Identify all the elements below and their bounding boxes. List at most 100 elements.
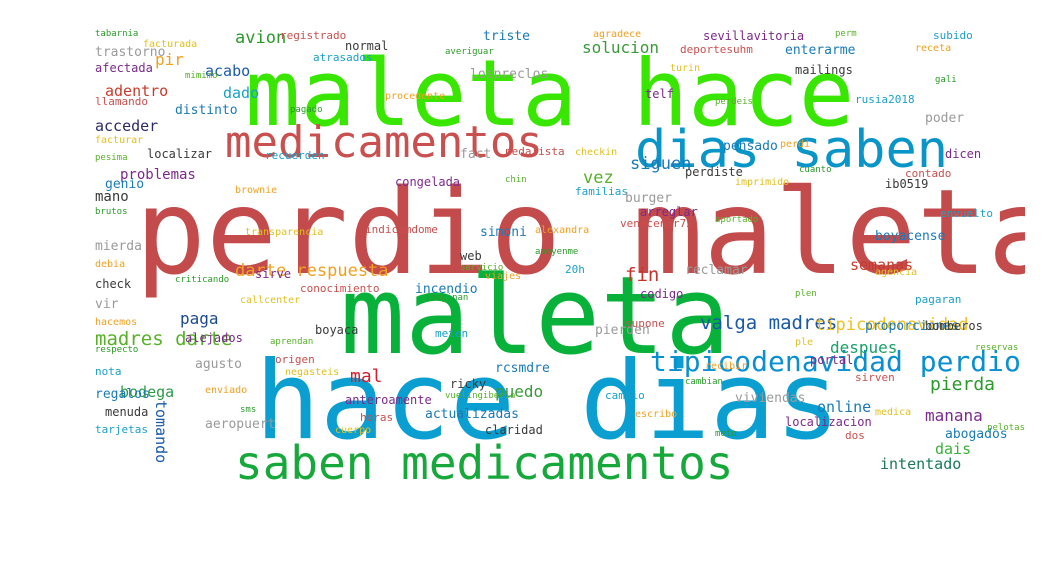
word-regalos: regalos: [95, 387, 150, 402]
word-tipicodenavidad: tipicodenavidad: [815, 315, 969, 335]
word-boyaca: boyaca: [315, 323, 359, 337]
word-sevillavitoria: sevillavitoria: [703, 29, 805, 43]
word-deportesuhm: deportesuhm: [680, 43, 753, 56]
word-criticando: criticando: [175, 275, 230, 285]
word-transparencia: transparencia: [245, 227, 324, 238]
word-cloud: maleta hace perdio maleta maleta hace dias m…: [95, 28, 1025, 498]
word-saben-medicamentos: saben medicamentos: [235, 436, 734, 490]
word-siguen: siguen: [630, 154, 692, 174]
word-abogados: abogados: [945, 427, 1008, 442]
word-debia: debia: [95, 259, 126, 270]
word-rusia2018: rusia2018: [855, 93, 915, 106]
word-facturada: facturada: [143, 39, 198, 50]
word-ricky: ricky: [450, 377, 487, 391]
word-reservas: reservas: [975, 343, 1019, 353]
word-menuda: menuda: [105, 405, 149, 419]
word-portal: portal: [810, 353, 854, 367]
word-supone: supone: [625, 317, 665, 330]
word-venacenar72: venacenar72: [620, 217, 693, 230]
word-boyacense: boyacense: [875, 229, 946, 244]
word-escribo: escribo: [635, 409, 678, 420]
word-cuanto: cuanto: [799, 165, 832, 175]
word-valga-madres: valga madres: [700, 312, 838, 334]
word-semanas: semanas: [850, 256, 914, 274]
word-normal: normal: [345, 39, 389, 53]
word-agencia: agencia: [875, 267, 918, 278]
word-pagaran: pagaran: [915, 293, 962, 306]
word-mierda: mierda: [95, 239, 142, 254]
word-alexandra: alexandra: [535, 225, 590, 236]
word-agradece: agradece: [593, 29, 642, 40]
word-horas: horas: [360, 411, 394, 424]
word-cambian: cambian: [685, 377, 723, 387]
word-agusto: agusto: [195, 357, 242, 372]
word-tarjetas: tarjetas: [95, 423, 148, 436]
word-genio: genio: [105, 177, 145, 192]
word-callcenter: callcenter: [240, 295, 301, 306]
word-pensado: pensado: [723, 139, 778, 154]
word-ib0519: ib0519: [885, 177, 929, 191]
word-adentro: adentro: [105, 82, 169, 100]
word-congelada: congelada: [395, 175, 461, 189]
word-localizacion: localizacion: [785, 415, 872, 429]
word-puedo: puedo: [495, 382, 544, 401]
word-bodega: bodega: [120, 383, 175, 401]
word-respecto: respecto: [95, 345, 139, 355]
word-viviendas: viviendas: [735, 391, 806, 406]
word-arreglar: arreglar: [640, 205, 698, 219]
word-negasteis: negasteis: [285, 367, 340, 378]
word-pierda: pierda: [930, 374, 996, 395]
word-maleta: maleta: [340, 254, 731, 379]
word-medica: medica: [875, 407, 912, 418]
word-afectada: afectada: [95, 61, 153, 75]
word-dais: dais: [935, 440, 972, 458]
word-triste: triste: [483, 29, 530, 44]
word-perdiste: perdiste: [685, 165, 743, 179]
word-manana: manana: [925, 406, 983, 425]
word-procedente: procedente: [385, 91, 446, 102]
word-averiguar: averiguar: [445, 47, 494, 57]
word-registrado: registrado: [280, 29, 347, 42]
word-turin: turin: [670, 63, 701, 74]
word-conocimiento: conocimiento: [300, 282, 380, 295]
word-brownie: brownie: [235, 185, 278, 196]
word-contado: contado: [905, 167, 952, 180]
word-reclamar: reclamar: [685, 263, 748, 278]
word-despues: despues: [830, 338, 898, 357]
word-viajes: viajes: [485, 271, 522, 282]
word-vir: vir: [95, 297, 119, 312]
word-perdeis: perdeis: [715, 97, 753, 107]
word-ple: ple: [795, 337, 814, 348]
word-20h: 20h: [565, 263, 585, 276]
word-envuelto: envuelto: [940, 207, 993, 220]
word-origen: origen: [275, 353, 315, 366]
word-recuerden: recuerden: [265, 149, 325, 162]
word-tomando: tomando: [152, 400, 170, 464]
word-atrasados: atrasados: [313, 51, 373, 64]
word-maleta-hace: maleta hace: [245, 40, 855, 147]
word-alejados: alejados: [185, 331, 243, 345]
word-dado: dado: [223, 84, 260, 102]
word-pierden: pierden: [595, 323, 650, 338]
word-anteroamente: anteroamente: [345, 393, 432, 407]
word-actualizadas: actualizadas: [425, 407, 519, 422]
word-chin: chin: [505, 175, 527, 185]
word-distinto: distinto: [175, 103, 238, 118]
word-incendio: incendio: [415, 282, 478, 297]
word-brutos: brutos: [95, 207, 128, 217]
word-checkin: checkin: [575, 147, 618, 158]
word-imprimido: imprimido: [735, 177, 790, 188]
word-mailings: mailings: [795, 63, 853, 77]
word-aportado: aportado: [715, 215, 759, 225]
word-servicio: servicio: [460, 263, 504, 273]
word-enviado: enviado: [205, 385, 248, 396]
word-telf: telf: [645, 87, 674, 101]
word-fact: fact: [460, 147, 492, 162]
word-sirve: sirve: [255, 267, 292, 281]
word-vez: vez: [583, 168, 614, 188]
word-burger: burger: [625, 191, 672, 206]
word-bomberos: bomberos: [925, 319, 983, 333]
word-web: web: [460, 249, 482, 263]
word-vuelingiberia: vuelingiberia: [445, 391, 516, 401]
word-check: check: [95, 277, 132, 291]
